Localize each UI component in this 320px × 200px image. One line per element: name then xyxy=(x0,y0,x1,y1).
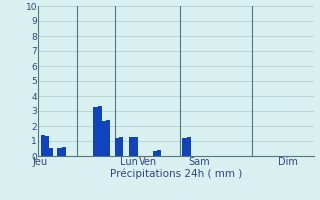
Bar xyxy=(98,106,102,156)
Bar xyxy=(182,138,187,156)
Bar xyxy=(153,151,157,156)
Bar xyxy=(106,120,110,156)
Bar xyxy=(187,137,191,156)
Bar xyxy=(45,136,49,156)
Bar xyxy=(157,150,161,156)
Bar xyxy=(129,137,134,156)
Bar xyxy=(102,121,106,156)
Bar xyxy=(62,147,66,156)
Bar xyxy=(49,148,53,156)
Bar xyxy=(119,137,123,156)
Bar xyxy=(93,106,98,156)
Bar xyxy=(134,137,138,156)
Bar xyxy=(58,148,62,156)
Bar xyxy=(115,138,119,156)
Bar xyxy=(41,135,45,156)
X-axis label: Précipitations 24h ( mm ): Précipitations 24h ( mm ) xyxy=(110,169,242,179)
